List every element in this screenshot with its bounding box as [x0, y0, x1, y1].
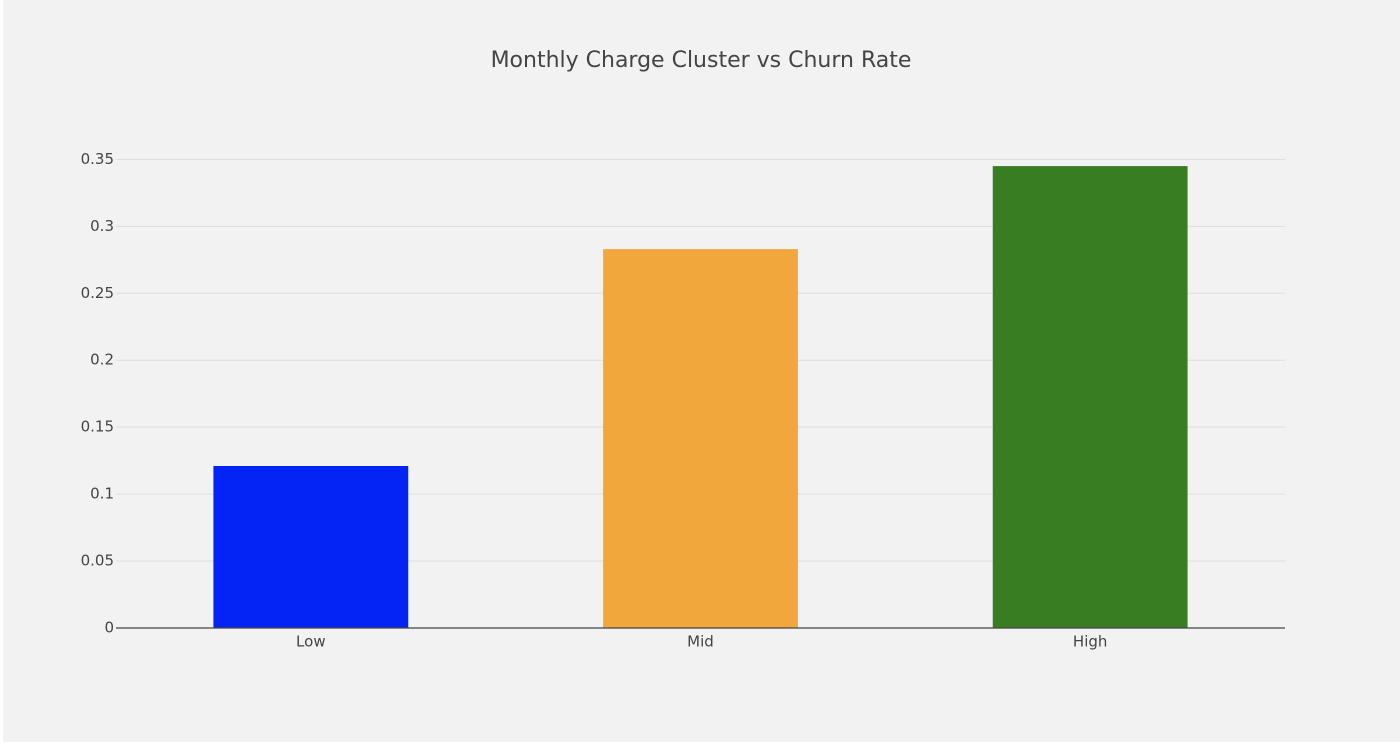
y-tick-label: 0.05: [81, 552, 114, 570]
y-tick-label: 0.25: [81, 284, 114, 302]
x-tick-label: Low: [296, 633, 326, 651]
y-tick-label: 0.2: [90, 351, 114, 369]
y-tick-label: 0.1: [90, 485, 114, 503]
x-tick-label: High: [1073, 633, 1107, 651]
bar: [603, 249, 798, 629]
chart: Monthly Charge Cluster vs Churn Rate 0 0.…: [3, 0, 1400, 742]
chart-title: Monthly Charge Cluster vs Churn Rate: [491, 48, 912, 73]
y-tick-label: 0: [104, 619, 114, 637]
y-tick-label: 0.3: [90, 217, 114, 235]
bar: [213, 466, 409, 628]
x-tick-label: Mid: [687, 633, 714, 651]
y-tick-label: 0.15: [81, 418, 114, 436]
bar: [992, 166, 1188, 628]
y-tick-label: 0.35: [81, 150, 114, 168]
